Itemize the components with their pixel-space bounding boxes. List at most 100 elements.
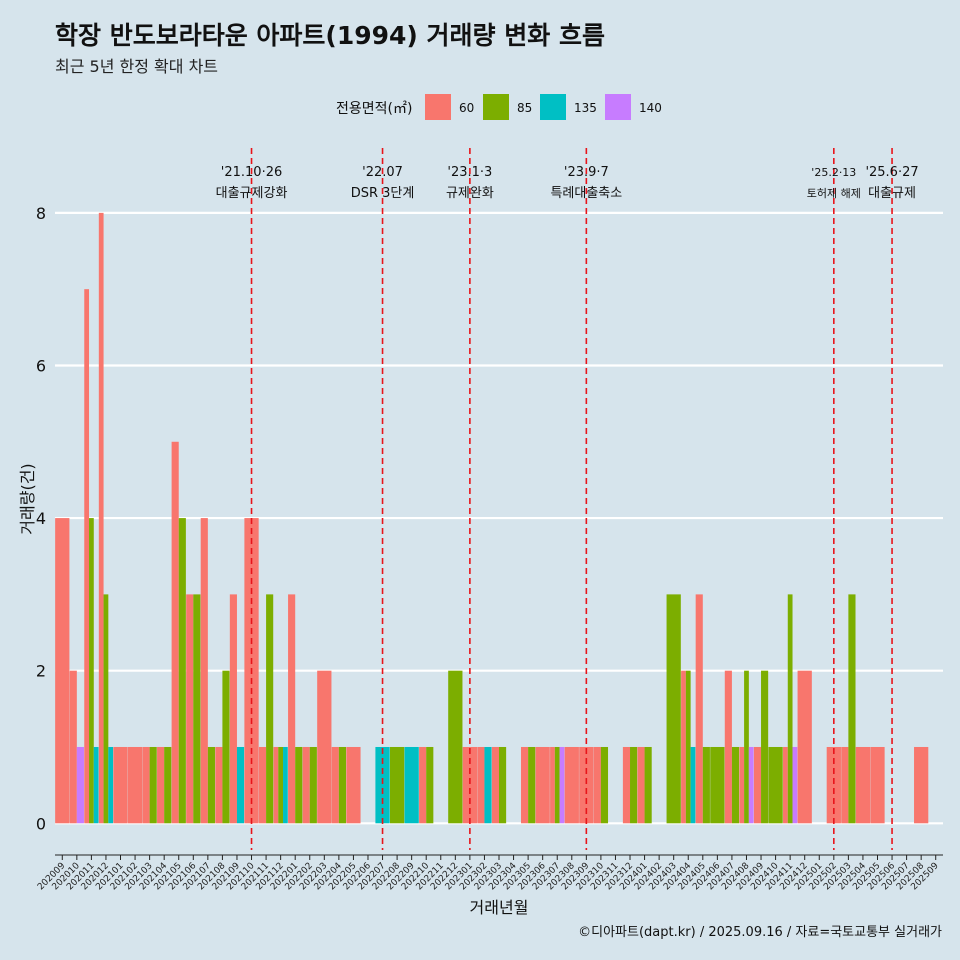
bar-202401-85 bbox=[644, 746, 652, 824]
bar-202011-85 bbox=[89, 518, 94, 824]
y-axis-title: 거래량(건) bbox=[18, 463, 37, 534]
bar-202407-60 bbox=[724, 670, 732, 824]
legend-swatch-85 bbox=[483, 94, 509, 120]
bar-202112-85 bbox=[278, 746, 284, 824]
bar-202308-60 bbox=[564, 746, 579, 824]
bar-202103-85 bbox=[149, 746, 157, 824]
policy-label-202301: 규제완화 bbox=[446, 186, 494, 201]
bar-202410-85 bbox=[768, 746, 783, 824]
bar-202106-60 bbox=[186, 594, 194, 824]
bar-202108-85 bbox=[222, 670, 230, 824]
bar-202307-140 bbox=[559, 746, 565, 824]
annotations: '21.10·26 대출규제강화 '22.07 DSR 3단계 '23.1·3 규제완화 '… bbox=[216, 148, 919, 850]
bar-202210-60 bbox=[419, 746, 427, 824]
bar-202502-60 bbox=[826, 746, 841, 824]
bar-202508-60 bbox=[914, 746, 929, 824]
bar-202505-60 bbox=[870, 746, 885, 824]
policy-date-202110: '21.10·26 bbox=[221, 165, 282, 180]
bar-202111-85 bbox=[266, 594, 274, 824]
source-caption: ©디아파트(dapt.kr) / 2025.09.16 / 자료=국토교통부 실… bbox=[578, 925, 942, 940]
y-tick-label: 0 bbox=[36, 814, 46, 833]
bar-202411-85 bbox=[787, 594, 793, 824]
policy-label-202207: DSR 3단계 bbox=[351, 186, 415, 201]
bar-202012-85 bbox=[103, 594, 109, 824]
bar-202411-60 bbox=[783, 746, 788, 824]
bar-202503-60 bbox=[841, 746, 849, 824]
bar-202503-85 bbox=[848, 594, 856, 824]
bar-202312-85 bbox=[630, 746, 638, 824]
policy-date-202502: '25.2·13 bbox=[811, 166, 856, 179]
bar-202405-85 bbox=[702, 746, 710, 824]
legend-label-60: 60 bbox=[459, 101, 474, 115]
y-axis: 0 2 4 6 8 거래량(건) bbox=[18, 204, 46, 833]
bar-202305-85 bbox=[528, 746, 536, 824]
legend-label-135: 135 bbox=[574, 101, 597, 115]
bar-202303-85 bbox=[499, 746, 507, 824]
bar-202011-60 bbox=[84, 289, 90, 824]
bar-202103-60 bbox=[142, 746, 150, 824]
policy-label-202309: 특례대출축소 bbox=[550, 186, 622, 201]
bar-202312-60 bbox=[622, 746, 631, 824]
bar-202109-60 bbox=[229, 594, 237, 824]
bar-202205-60 bbox=[346, 746, 361, 824]
bar-202504-60 bbox=[855, 746, 871, 824]
bar-202009-60 bbox=[55, 518, 70, 824]
legend-swatch-140 bbox=[605, 94, 631, 120]
bar-202102-60 bbox=[127, 746, 143, 824]
legend-swatch-60 bbox=[425, 94, 451, 120]
bar-202101-60 bbox=[113, 746, 128, 824]
bar-202307-60 bbox=[550, 746, 555, 824]
bar-202401-60 bbox=[637, 746, 645, 824]
bar-202012-135 bbox=[108, 746, 114, 824]
bar-202408-85 bbox=[744, 670, 749, 824]
bar-202212-85 bbox=[448, 670, 463, 824]
bar-202112-60 bbox=[273, 746, 279, 824]
bar-202303-60 bbox=[491, 746, 499, 824]
legend: 전용면적(㎡) 60 85 135 140 bbox=[336, 94, 662, 120]
policy-date-202506: '25.6·27 bbox=[865, 165, 918, 180]
bar-202301-60 bbox=[462, 746, 478, 824]
policy-label-202110: 대출규제강화 bbox=[216, 186, 288, 201]
chart-title: 학장 반도보라타운 아파트(1994) 거래량 변화 흐름 bbox=[55, 21, 605, 50]
y-tick-label: 4 bbox=[36, 509, 46, 528]
bar-202202-85 bbox=[309, 746, 317, 824]
bar-202107-85 bbox=[207, 746, 215, 824]
policy-date-202309: '23.9·7 bbox=[564, 165, 609, 180]
bar-202208-85 bbox=[389, 746, 405, 824]
bar-202108-60 bbox=[215, 746, 223, 824]
policy-date-202301: '23.1·3 bbox=[447, 165, 492, 180]
bar-202310-85 bbox=[600, 746, 609, 824]
bar-202202-60 bbox=[302, 746, 310, 824]
bar-202309-60 bbox=[579, 746, 594, 824]
chart-subtitle: 최근 5년 한정 확대 차트 bbox=[55, 57, 219, 76]
bar-202404-85 bbox=[685, 670, 691, 824]
legend-label-85: 85 bbox=[517, 101, 532, 115]
bar-202307-85 bbox=[554, 746, 560, 824]
policy-date-202207: '22.07 bbox=[362, 165, 403, 180]
bar-202204-85 bbox=[338, 746, 347, 824]
bar-202408-140 bbox=[748, 746, 754, 824]
bar-202203-60 bbox=[317, 670, 332, 824]
bar-202305-60 bbox=[520, 746, 529, 824]
legend-label-140: 140 bbox=[639, 101, 662, 115]
bar-202306-60 bbox=[535, 746, 550, 824]
bar-202111-60 bbox=[258, 746, 267, 824]
bar-202011-135 bbox=[93, 746, 99, 824]
bar-202411-140 bbox=[792, 746, 798, 824]
bar-202109-135 bbox=[236, 746, 245, 824]
bar-202107-60 bbox=[200, 518, 208, 824]
bar-202407-85 bbox=[731, 746, 740, 824]
bar-202010-140 bbox=[76, 746, 84, 824]
y-tick-label: 8 bbox=[36, 204, 46, 223]
x-axis-title: 거래년월 bbox=[470, 898, 529, 917]
bar-202403-85 bbox=[666, 594, 681, 824]
bar-202104-60 bbox=[157, 746, 165, 824]
bar-202409-60 bbox=[753, 746, 762, 824]
bar-202412-60 bbox=[797, 670, 812, 824]
bar-202105-60 bbox=[171, 441, 179, 824]
bar-202112-135 bbox=[283, 746, 288, 824]
y-tick-label: 2 bbox=[36, 662, 46, 681]
policy-label-202506: 대출규제 bbox=[868, 186, 916, 201]
y-tick-label: 6 bbox=[36, 356, 46, 375]
